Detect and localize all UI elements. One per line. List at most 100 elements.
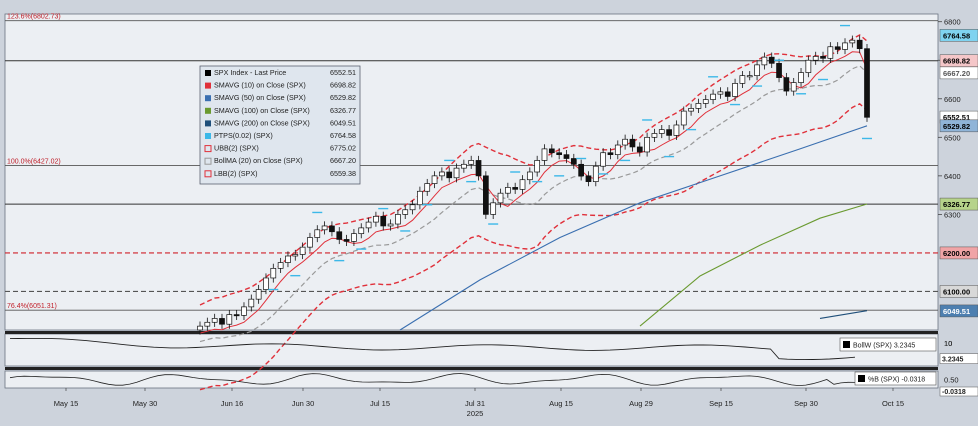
candle-body [680, 110, 687, 126]
candle-body [424, 183, 431, 192]
fib-label: 100.0%(6427.02) [7, 158, 61, 165]
bollw-tick-label: 10 [944, 339, 952, 348]
candle-body [285, 255, 291, 263]
candle-body [827, 46, 834, 59]
candle-body [651, 133, 658, 138]
price-badge [939, 285, 978, 298]
candle-body [248, 298, 255, 308]
x-tick-label: May 15 [54, 399, 79, 408]
sma200-line [819, 310, 868, 319]
candle-body [321, 225, 328, 231]
candle-body [197, 325, 203, 331]
candle-body [204, 321, 211, 327]
x-tick-label: Aug 29 [629, 399, 653, 408]
pctb-tick-label: 0.50 [944, 376, 959, 385]
price-badge-label: 6326.77 [943, 200, 970, 209]
sma10-line [199, 51, 868, 334]
legend-swatch [204, 145, 212, 153]
candle-body [754, 64, 760, 77]
candle-body [563, 154, 570, 159]
price-badge-label: 6100.00 [943, 287, 970, 296]
price-badge [939, 304, 978, 318]
legend-item-label: BollMA (20) on Close (SPX) [214, 156, 303, 165]
candle-body [343, 239, 350, 242]
candle-body [365, 221, 372, 229]
price-badge-label: 6049.51 [943, 307, 970, 316]
candle-body [636, 146, 643, 153]
candle-body [461, 163, 467, 169]
pctb-panel [4, 370, 939, 389]
pctb-legend-label: %B (SPX) -0.0318 [868, 377, 925, 384]
candle-body [556, 152, 563, 156]
legend-swatch [205, 133, 211, 139]
candle-body [842, 42, 848, 50]
panel-divider [5, 331, 938, 334]
candle-body [798, 72, 804, 83]
candle-body [453, 167, 460, 179]
candle-body [490, 202, 497, 215]
price-tick-label: 6400 [944, 172, 961, 181]
candle-body [446, 171, 453, 179]
x-tick-label: Oct 15 [882, 399, 904, 408]
pctb-line [9, 373, 856, 387]
candle-body [292, 254, 299, 257]
legend-swatch [204, 170, 212, 178]
legend-item-label: PTPS(0.02) (SPX) [214, 131, 273, 140]
legend-item-value: 6698.82 [330, 81, 356, 90]
legend-item-value: 6529.82 [330, 93, 356, 102]
bollw-tick-label: 10 [944, 339, 952, 348]
price-badge-label: 6529.82 [943, 122, 970, 131]
candle-body [710, 93, 716, 100]
sma100-line [639, 203, 868, 327]
candle-body [702, 99, 709, 104]
candle-body [614, 144, 621, 156]
bollw-badge-label: 3.2345 [942, 357, 964, 364]
candle-body [578, 163, 584, 177]
price-tick-label: 6500 [944, 133, 961, 142]
candle-body [402, 209, 409, 215]
price-badge [939, 246, 978, 260]
candle-body [351, 233, 357, 242]
candle-body [387, 223, 394, 227]
legend-item-label: LBB(2) (SPX) [214, 169, 258, 178]
candle-body [805, 59, 812, 73]
candle-body [666, 129, 672, 136]
candle-body [519, 179, 526, 190]
candle-body [629, 138, 636, 148]
candle-body [592, 165, 599, 182]
candle-body [409, 204, 416, 211]
candle-body [504, 187, 511, 194]
candle-body [373, 215, 379, 223]
candle-body [724, 91, 731, 97]
candle-body [812, 56, 819, 61]
candle-body [219, 318, 225, 325]
price-badge [939, 29, 978, 42]
candle-body [263, 277, 269, 290]
x-tick-label: Aug 15 [549, 399, 573, 408]
candle-body [688, 108, 694, 112]
pctb-legend-swatch [858, 375, 865, 382]
x-tick-label: Sep 15 [709, 399, 733, 408]
pctb-badge-label: -0.0318 [942, 389, 966, 396]
x-tick-label: May 30 [133, 399, 158, 408]
legend-swatch [205, 82, 211, 89]
candle-body [548, 148, 555, 154]
candle-body [395, 214, 401, 225]
legend-item-value: 6552.51 [330, 68, 356, 77]
x-tick-label: Sep 30 [794, 399, 818, 408]
price-badge-label: 6764.58 [943, 31, 970, 40]
price-tick-label: 6300 [944, 210, 961, 219]
legend-item-label: SPX Index - Last Price [214, 68, 286, 77]
legend-item-value: 6775.02 [330, 144, 356, 153]
x-tick-label: Jun 30 [292, 399, 315, 408]
fib-label: 123.6%(6802.73) [7, 14, 61, 21]
price-tick-label: 6600 [944, 95, 961, 104]
candle-body [600, 152, 606, 167]
candle-body [417, 190, 423, 206]
candle-body [314, 229, 321, 238]
candle-body [497, 192, 504, 204]
legend-item-label: SMAVG (50) on Close (SPX) [214, 93, 306, 102]
legend-item-value: 6326.77 [330, 106, 356, 115]
